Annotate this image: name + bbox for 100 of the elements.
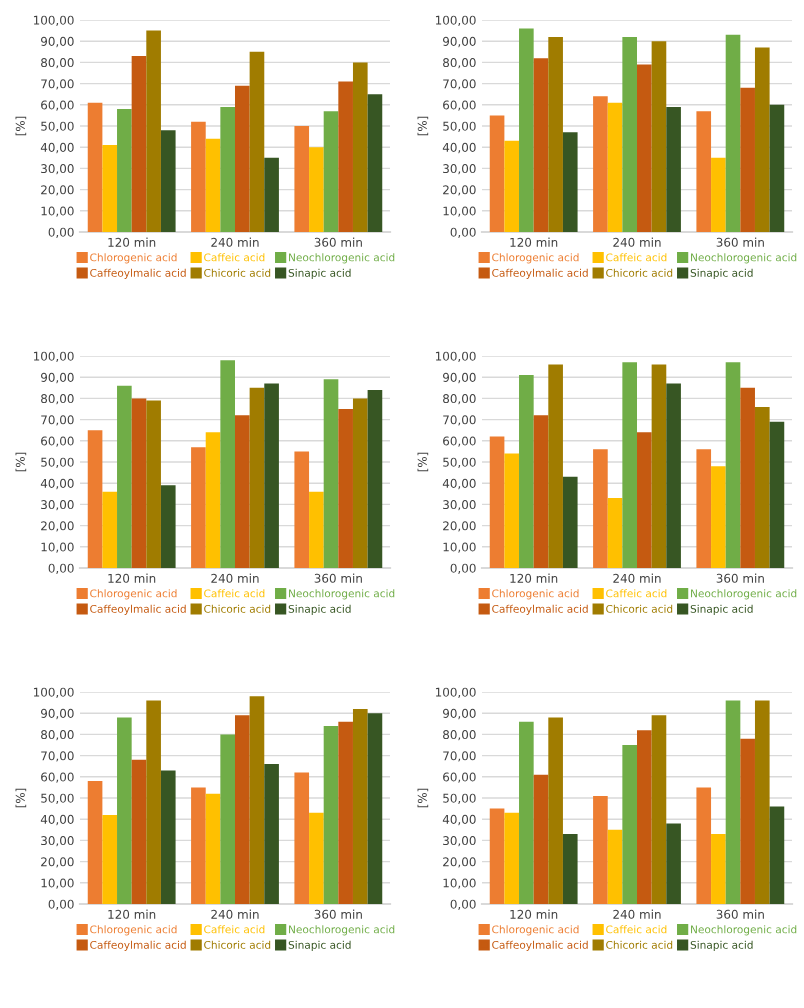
bar	[666, 823, 681, 904]
bar	[769, 806, 785, 904]
bar	[294, 772, 310, 904]
bar	[725, 34, 741, 232]
bar	[323, 379, 339, 568]
bar	[769, 421, 785, 568]
bar	[235, 85, 250, 232]
bar	[352, 62, 368, 232]
bar	[309, 147, 324, 232]
bar	[593, 795, 608, 904]
bar	[562, 132, 578, 232]
bar	[146, 30, 161, 232]
bar	[205, 793, 221, 904]
bar	[651, 364, 667, 568]
bar	[367, 94, 383, 232]
bar	[666, 106, 681, 232]
bar	[533, 774, 549, 904]
bar	[323, 111, 339, 232]
bar	[651, 41, 667, 232]
bar	[191, 121, 206, 232]
bar	[489, 808, 505, 904]
bar	[117, 385, 132, 568]
bar	[160, 130, 176, 232]
bar	[205, 432, 221, 568]
bar	[205, 138, 221, 232]
bar	[131, 398, 147, 568]
bar	[309, 491, 324, 568]
bar	[666, 383, 681, 568]
bar	[117, 717, 132, 904]
bar	[160, 770, 176, 904]
bar	[489, 115, 505, 232]
bar	[235, 415, 250, 568]
bar	[87, 781, 103, 904]
bar	[622, 36, 637, 232]
bar	[696, 787, 712, 904]
bar	[637, 730, 652, 904]
bar	[607, 829, 623, 904]
bar	[102, 814, 118, 904]
bar	[548, 364, 563, 568]
bar	[725, 700, 741, 904]
bar	[740, 738, 755, 904]
bar	[519, 28, 534, 232]
bar	[294, 451, 310, 568]
bar	[622, 745, 637, 904]
bar	[489, 436, 505, 568]
bar	[338, 81, 353, 232]
bar	[548, 36, 563, 232]
bar	[519, 375, 534, 568]
bar	[740, 387, 755, 568]
bar	[323, 725, 339, 904]
bar	[754, 700, 770, 904]
bar	[725, 362, 741, 568]
bar	[711, 466, 726, 568]
bar	[533, 58, 549, 232]
bar	[264, 383, 279, 568]
bar	[160, 485, 176, 568]
bar	[367, 389, 383, 568]
bar	[711, 157, 726, 232]
bar	[249, 387, 265, 568]
bar	[504, 453, 520, 568]
bar	[651, 715, 667, 904]
bar	[769, 104, 785, 232]
bar	[309, 812, 324, 904]
bar	[593, 96, 608, 232]
bar	[607, 498, 623, 568]
bar	[220, 106, 235, 232]
bar	[504, 140, 520, 232]
bar	[637, 64, 652, 232]
bar	[87, 102, 103, 232]
bar	[754, 47, 770, 232]
bar	[622, 362, 637, 568]
bar	[220, 734, 235, 904]
bar	[102, 491, 118, 568]
bar	[146, 400, 161, 568]
bar	[367, 713, 383, 904]
bar	[607, 102, 623, 232]
bar	[504, 812, 520, 904]
bar	[102, 145, 118, 232]
bar	[548, 717, 563, 904]
bar	[562, 834, 578, 904]
bar	[533, 415, 549, 568]
bar	[264, 764, 279, 904]
bar	[87, 430, 103, 568]
bar	[191, 787, 206, 904]
bar	[249, 51, 265, 232]
bar	[294, 126, 310, 232]
bar	[249, 696, 265, 904]
bar	[117, 109, 132, 232]
bar	[352, 398, 368, 568]
bar	[191, 447, 206, 568]
bar	[220, 360, 235, 568]
bar	[131, 759, 147, 904]
bar	[696, 449, 712, 568]
bar	[593, 449, 608, 568]
bar	[740, 87, 755, 232]
bar	[637, 432, 652, 568]
bar	[146, 700, 161, 904]
bar	[519, 721, 534, 904]
bar	[696, 111, 712, 232]
bar	[235, 715, 250, 904]
